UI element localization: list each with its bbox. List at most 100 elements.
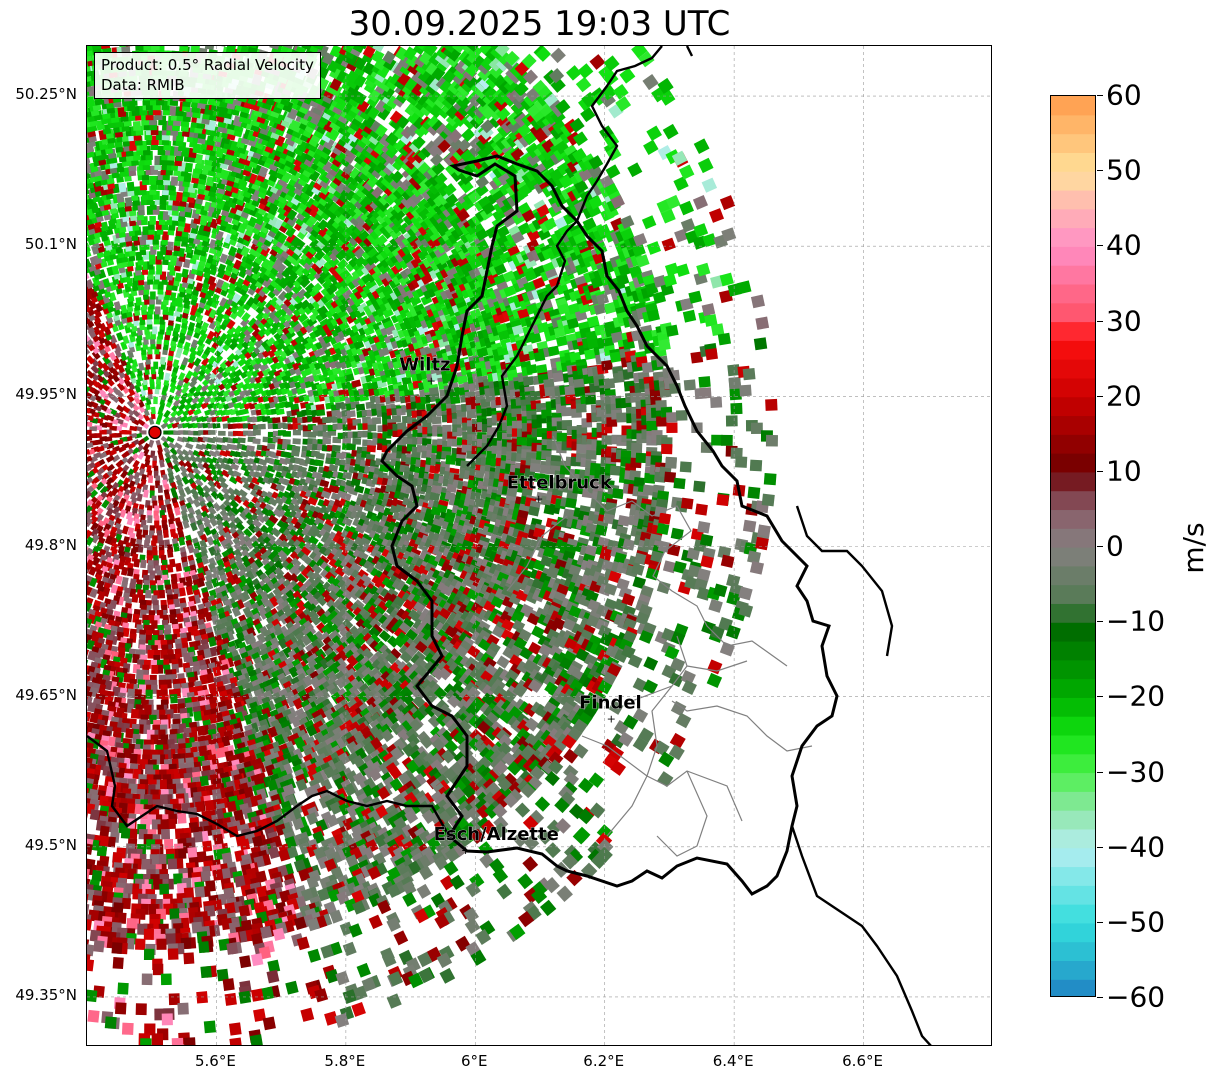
radar-bin bbox=[127, 442, 136, 450]
radar-bin bbox=[87, 536, 94, 546]
radar-bin bbox=[131, 409, 141, 418]
radar-bin bbox=[192, 389, 202, 399]
radar-bin bbox=[181, 475, 190, 485]
radar-bin bbox=[90, 533, 100, 544]
radar-bin bbox=[126, 455, 135, 465]
radar-bin bbox=[177, 372, 186, 381]
radar-bin bbox=[96, 467, 105, 476]
radar-bin bbox=[210, 490, 220, 500]
radar-bin bbox=[87, 400, 94, 408]
radar-bin bbox=[187, 321, 196, 332]
radar-bin bbox=[119, 508, 127, 518]
radar-bin bbox=[192, 467, 201, 476]
radar-map[interactable]: + Wiltz + Ettelbruck + Findel + Esch/Alzette bbox=[86, 45, 992, 1046]
radar-bin bbox=[226, 487, 237, 497]
radar-bin bbox=[138, 404, 146, 413]
radar-bin bbox=[135, 297, 142, 306]
radar-bin bbox=[172, 359, 180, 368]
radar-bin bbox=[192, 449, 202, 458]
radar-bin bbox=[117, 369, 126, 379]
radar-bin bbox=[179, 397, 188, 406]
radar-bin bbox=[120, 304, 128, 314]
radar-bin bbox=[202, 484, 212, 494]
radar-bin bbox=[133, 558, 141, 568]
radar-bin bbox=[130, 708, 139, 719]
radar-bin bbox=[137, 451, 145, 460]
radar-bin bbox=[97, 548, 107, 559]
radar-bin bbox=[224, 536, 234, 547]
radar-bin bbox=[112, 505, 121, 516]
radar-bin bbox=[233, 369, 243, 378]
radar-bin bbox=[87, 421, 93, 427]
radar-bin bbox=[185, 415, 194, 423]
radar-bin bbox=[113, 511, 122, 521]
radar-bin bbox=[139, 393, 147, 402]
radar-bin bbox=[169, 384, 177, 394]
radar-bin bbox=[199, 389, 208, 398]
radar-bin bbox=[221, 316, 232, 327]
radar-bin bbox=[87, 455, 93, 463]
radar-bin bbox=[87, 311, 96, 322]
radar-bin bbox=[197, 523, 207, 534]
radar-bin bbox=[206, 360, 215, 371]
radar-bin bbox=[164, 451, 172, 461]
radar-bin bbox=[243, 470, 253, 479]
radar-bin bbox=[205, 456, 215, 465]
radar-bin bbox=[367, 424, 377, 432]
radar-bin bbox=[239, 511, 249, 521]
radar-bin bbox=[95, 481, 105, 491]
radar-bin bbox=[243, 528, 253, 538]
radar-bin bbox=[106, 391, 116, 401]
radar-bin bbox=[190, 482, 199, 492]
radar-bin bbox=[121, 464, 130, 474]
radar-bin bbox=[216, 492, 226, 502]
radar-bin bbox=[257, 423, 266, 430]
radar-bin bbox=[352, 438, 362, 445]
radar-bin bbox=[201, 356, 210, 367]
radar-bin bbox=[219, 503, 229, 513]
radar-bin bbox=[391, 415, 402, 423]
radar-bin bbox=[179, 465, 188, 474]
radar-bin bbox=[187, 408, 197, 416]
radar-bin bbox=[98, 554, 108, 565]
radar-bin bbox=[180, 470, 189, 480]
radar-bin bbox=[233, 494, 244, 504]
radar-bin bbox=[240, 476, 250, 485]
radar-bin bbox=[190, 522, 198, 532]
radar-bin bbox=[166, 422, 175, 430]
radar-bin bbox=[87, 490, 93, 500]
radar-bin bbox=[166, 461, 174, 471]
radar-bin bbox=[199, 473, 209, 483]
radar-bin bbox=[121, 405, 131, 414]
radar-bin bbox=[184, 460, 194, 470]
radar-bin bbox=[116, 376, 126, 385]
radar-bin bbox=[169, 447, 178, 456]
radar-bin bbox=[87, 547, 94, 558]
radar-bin bbox=[292, 438, 301, 445]
radar-bin bbox=[205, 389, 215, 398]
radar-bin bbox=[126, 393, 135, 403]
radar-bin bbox=[203, 449, 213, 458]
radar-bin bbox=[136, 493, 143, 502]
radar-bin bbox=[90, 476, 100, 486]
radar-bin bbox=[213, 480, 223, 490]
radar-bin bbox=[193, 363, 202, 373]
radar-bin bbox=[116, 382, 126, 392]
radar-bin bbox=[254, 508, 265, 518]
radar-bin bbox=[178, 489, 186, 499]
radar-bin bbox=[126, 181, 135, 192]
radar-bin bbox=[87, 314, 91, 325]
radar-bin bbox=[219, 480, 229, 490]
radar-bin bbox=[122, 335, 130, 345]
radar-bin bbox=[126, 468, 135, 478]
radar-bin bbox=[90, 364, 100, 374]
radar-bin bbox=[136, 438, 146, 446]
radar-bin bbox=[132, 459, 140, 469]
radar-bin bbox=[194, 455, 204, 464]
radar-bin bbox=[124, 366, 132, 376]
radar-bin bbox=[94, 507, 104, 517]
radar-bin bbox=[87, 429, 92, 435]
radar-bin bbox=[89, 489, 99, 499]
radar-bin bbox=[240, 464, 250, 472]
radar-bin bbox=[178, 459, 187, 469]
